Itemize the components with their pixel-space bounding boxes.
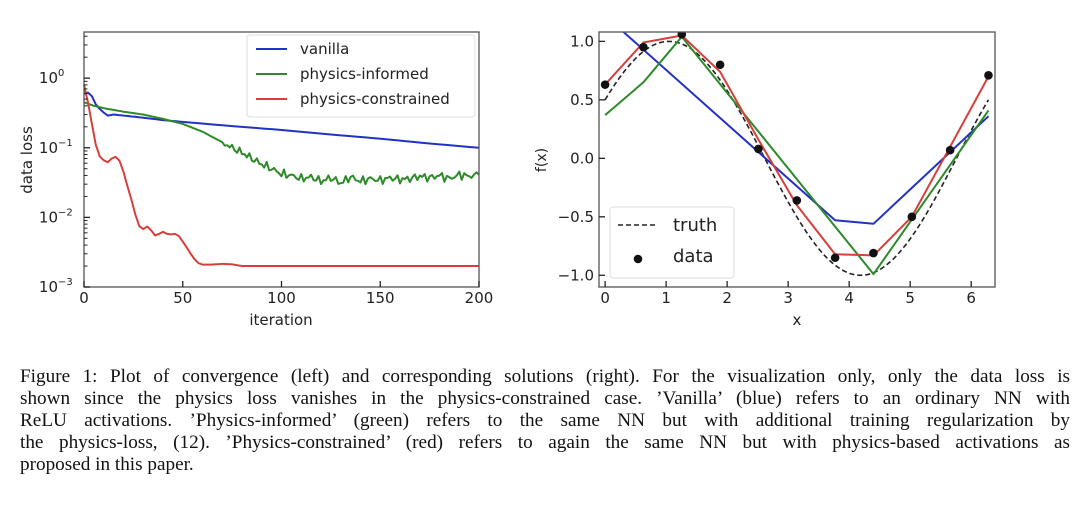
data-point — [677, 32, 687, 39]
y-tick-label: 10 — [39, 278, 58, 296]
x-tick-label: 2 — [722, 289, 732, 307]
data-point — [907, 212, 917, 222]
right-legend: truth data — [609, 206, 735, 279]
y-tick-label: −0.5 — [558, 208, 594, 226]
data-point — [869, 248, 878, 258]
caption-line: ReLU activations. ’Physics-informed’ (gr… — [20, 410, 1070, 431]
legend-label: vanilla — [300, 40, 349, 58]
series-line-physics-informed — [83, 101, 480, 186]
y-tick-label: 10 — [39, 208, 58, 226]
series-line-physics-constrained — [83, 84, 479, 267]
solutions-chart: 0 1 2 3 4 5 6 1.0 0.5 0.0 −0.5 −1.0 x f(x) truth dat… — [534, 31, 996, 329]
truth-line — [604, 40, 990, 277]
y-tick-label: 10 — [39, 69, 58, 87]
data-point — [639, 42, 648, 52]
right-x-axis-label: x — [793, 311, 802, 329]
y-tick-label: 1.0 — [570, 32, 594, 50]
x-tick-label: 150 — [366, 289, 395, 307]
y-tick-label: −1.0 — [558, 266, 594, 284]
data-point — [984, 70, 993, 80]
x-tick-label: 0 — [600, 289, 610, 307]
right-y-axis-label: f(x) — [534, 148, 550, 172]
figure-caption: Figure 1: Plot of convergence (left) and… — [20, 366, 1070, 476]
left-legend: vanilla physics-informed physics-constrain… — [246, 34, 476, 118]
x-tick-label: 6 — [966, 289, 976, 307]
y-tick-exponent: −1 — [58, 138, 73, 149]
caption-line: proposed in this paper. — [20, 454, 194, 475]
legend-swatch-data — [633, 254, 643, 264]
right-axes-frame — [598, 31, 996, 288]
y-tick-label: 10 — [39, 139, 58, 157]
left-y-axis-label: data loss — [18, 126, 36, 194]
series-line-physics-constrained — [604, 34, 990, 257]
y-tick-exponent: −2 — [58, 207, 73, 218]
data-point — [600, 80, 610, 89]
x-tick-label: 5 — [905, 289, 915, 307]
y-tick-exponent: −3 — [58, 277, 73, 288]
x-tick-label: 1 — [661, 289, 671, 307]
x-tick-label: 100 — [267, 289, 296, 307]
legend-label: truth — [673, 215, 717, 236]
legend-label: physics-constrained — [300, 90, 450, 108]
x-tick-label: 0 — [79, 289, 89, 307]
x-tick-label: 50 — [173, 289, 192, 307]
data-point — [754, 144, 763, 154]
legend-label: data — [673, 246, 714, 267]
left-x-axis-label: iteration — [249, 311, 312, 329]
series-line-vanilla — [622, 32, 990, 225]
data-point — [792, 196, 802, 205]
data-point — [715, 60, 725, 70]
series-line-vanilla — [83, 91, 480, 149]
caption-line: shown since the physics loss vanishes in… — [20, 388, 1070, 409]
y-tick-label: 0.0 — [570, 149, 594, 167]
x-tick-label: 200 — [465, 289, 494, 307]
x-tick-label: 3 — [783, 289, 793, 307]
x-tick-label: 4 — [844, 289, 854, 307]
caption-line: Figure 1: Plot of convergence (left) and… — [20, 366, 1070, 387]
data-point — [945, 145, 955, 155]
y-tick-label: 0.5 — [570, 91, 594, 109]
y-tick-exponent: 0 — [58, 68, 64, 79]
legend-label: physics-informed — [300, 65, 429, 83]
data-point — [830, 253, 840, 263]
caption-line: the physics-loss, (12). ’Physics-constra… — [20, 432, 1070, 453]
